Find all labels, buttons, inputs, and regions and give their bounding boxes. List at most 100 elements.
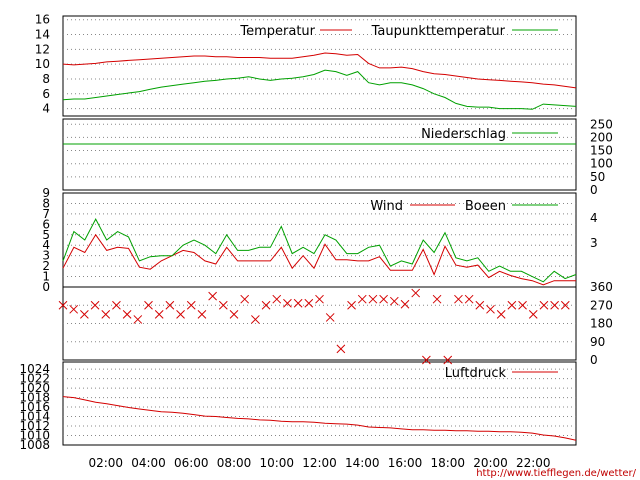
ytick-pressure: 1008	[19, 438, 50, 452]
xtick-label: 14:00	[345, 456, 380, 470]
ytick-pressure: 1024	[19, 362, 50, 376]
wind-direction-point	[133, 315, 143, 324]
xtick-label: 08:00	[217, 456, 252, 470]
ytick-wind: 1	[42, 270, 50, 284]
ytick-temperature: 10	[35, 57, 50, 71]
wind-direction-point	[475, 300, 485, 310]
ytick-wind_direction: 0	[590, 353, 598, 367]
legend-wind-label: Wind	[370, 199, 403, 214]
wind-direction-point	[293, 298, 303, 308]
xtick-label: 16:00	[388, 456, 423, 470]
ytick-wind: 6	[42, 217, 50, 231]
wind-direction-point	[400, 299, 410, 309]
panel-frame-pressure	[62, 361, 577, 446]
wind-direction-point	[411, 288, 421, 298]
ytick-pressure: 1022	[19, 372, 50, 386]
wind-direction-point	[69, 304, 79, 314]
ytick-wind: 7	[42, 207, 50, 221]
wind-direction-point	[325, 313, 335, 322]
xtick-label: 02:00	[88, 456, 123, 470]
chart-ticks: 4681012141605010015020025001234567890901…	[19, 13, 612, 470]
wind-direction-point	[80, 310, 89, 319]
ytick-precipitation: 50	[590, 170, 605, 184]
xtick-label: 18:00	[430, 456, 465, 470]
ytick-pressure: 1020	[19, 381, 50, 395]
wind-direction-point	[454, 294, 463, 304]
panel-frame-temperature	[62, 15, 577, 117]
wind-direction-point	[261, 300, 271, 310]
series-line-taupunkttemperatur	[62, 69, 577, 110]
wind-direction-point	[240, 294, 250, 304]
wind-direction-point	[283, 298, 292, 308]
wind-direction-point	[464, 294, 474, 304]
ytick-wind: 0	[42, 280, 50, 294]
legend-luftdruck-label: Luftdruck	[445, 366, 507, 381]
ytick-wind: 8	[42, 196, 50, 210]
ytick-precipitation: 150	[590, 144, 613, 158]
legend-niederschlag-label: Niederschlag	[421, 127, 506, 142]
legend-precipitation: Niederschlag	[421, 127, 558, 142]
wind-direction-point	[122, 310, 132, 319]
ytick-pressure: 1014	[19, 410, 50, 424]
wind-direction-point	[208, 291, 217, 301]
series-line-wind	[62, 233, 576, 286]
panel-frame-precipitation	[62, 118, 577, 191]
ytick-precipitation: 100	[590, 157, 613, 171]
legend-temperatur-label: Temperatur	[239, 24, 315, 39]
ytick-pressure: 1010	[19, 429, 50, 443]
ytick-pressure: 1012	[19, 419, 50, 433]
wind-direction-point	[432, 294, 442, 304]
legend-taupunkt-label: Taupunkttemperatur	[371, 24, 506, 39]
wind-direction-point	[251, 315, 260, 324]
ytick-pressure: 1018	[19, 391, 50, 405]
series-line-temperatur	[62, 52, 577, 89]
wind-direction-point	[389, 296, 399, 306]
credit-link[interactable]: http://www.tiefflegen.de/wetter/	[476, 468, 636, 479]
ytick-precipitation: 0	[590, 183, 598, 197]
ytick-temperature: 6	[42, 87, 50, 101]
wind-direction-point	[144, 300, 153, 310]
wind-direction-point	[176, 310, 185, 319]
wind-direction-point	[357, 294, 367, 304]
ytick-wind_direction: 360	[590, 280, 613, 294]
wind-direction-point	[112, 300, 121, 310]
wind-direction-point	[154, 310, 164, 319]
xtick-label: 20:00	[473, 456, 508, 470]
chart-panels	[62, 15, 577, 446]
ytick-temperature: 14	[35, 28, 50, 42]
ytick-wind: 9	[42, 186, 50, 200]
ytick-temperature: 16	[35, 13, 50, 27]
wind-direction-point	[496, 310, 506, 319]
ytick-wind_direction: 270	[590, 298, 613, 312]
wind-direction-point	[443, 355, 453, 365]
xtick-label: 10:00	[259, 456, 294, 470]
xtick-label: 22:00	[516, 456, 551, 470]
wind-direction-point	[101, 310, 111, 319]
ytick-wind: 5	[42, 228, 50, 242]
ytick-temperature: 12	[35, 42, 50, 56]
wind-direction-point	[218, 300, 228, 310]
legend-boeen-label: Boeen	[465, 199, 506, 214]
legend-pressure: Luftdruck	[445, 366, 558, 381]
wind-direction-point	[336, 344, 346, 354]
wind-direction-point	[272, 294, 282, 304]
ytick-temperature: 4	[42, 102, 50, 116]
wind-direction-point	[229, 310, 239, 319]
wind-direction-point	[186, 300, 196, 310]
wind-direction-point	[507, 300, 517, 310]
series-line-luftdruck	[62, 396, 577, 441]
ytick-precipitation: 250	[590, 117, 613, 131]
chart-marks	[58, 52, 577, 441]
wind-direction-point	[518, 300, 527, 310]
xtick-label: 12:00	[302, 456, 337, 470]
wind-right-tick-4: 4	[590, 211, 598, 225]
ytick-wind: 3	[42, 249, 50, 263]
ytick-temperature: 8	[42, 72, 50, 86]
ytick-wind_direction: 180	[590, 317, 613, 331]
wind-direction-point	[528, 310, 538, 319]
wind-direction-point	[550, 300, 559, 310]
wind-direction-point	[486, 304, 495, 314]
wind-direction-point	[379, 294, 388, 304]
wind-right-tick-3: 3	[590, 236, 598, 250]
